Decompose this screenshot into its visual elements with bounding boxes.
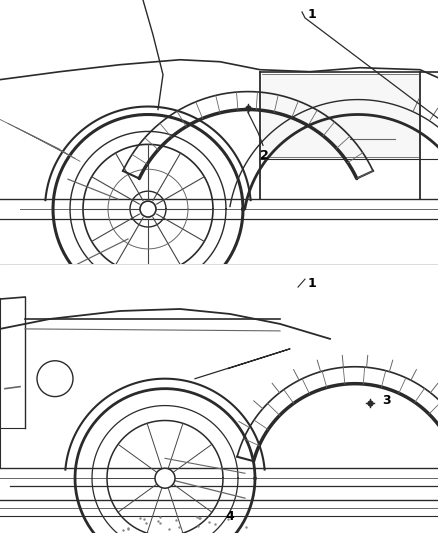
Text: 2: 2 [260, 149, 269, 163]
Circle shape [155, 469, 175, 488]
Circle shape [140, 201, 156, 217]
Text: 4: 4 [226, 510, 234, 522]
Text: 1: 1 [308, 8, 317, 21]
Text: 1: 1 [308, 277, 317, 290]
Text: 3: 3 [382, 394, 391, 407]
